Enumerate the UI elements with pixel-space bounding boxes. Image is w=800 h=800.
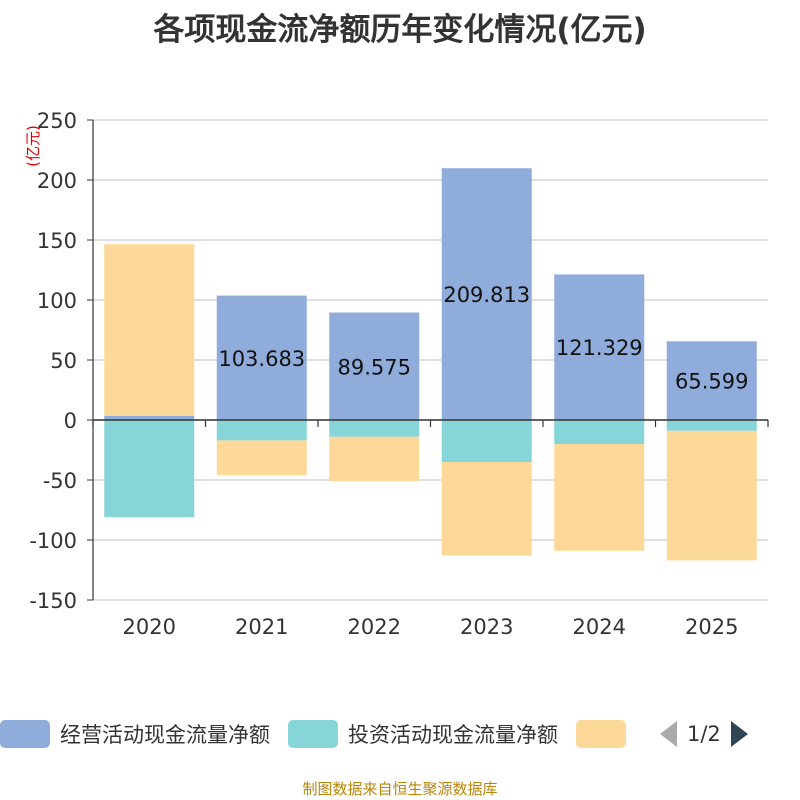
legend-page-indicator: 1/2 — [687, 722, 721, 746]
legend-label-operating: 经营活动现金流量净额 — [60, 723, 270, 747]
bar-investing — [666, 420, 757, 431]
bar-operating — [554, 274, 645, 420]
y-tick-label: -100 — [29, 529, 77, 553]
source-note: 制图数据来自恒生聚源数据库 — [302, 780, 498, 798]
bar-investing — [329, 420, 420, 437]
y-tick-label: 50 — [50, 349, 77, 373]
y-axis-unit-label: (亿元) — [24, 125, 42, 167]
data-label: 65.599 — [675, 370, 748, 394]
legend-item-operating[interactable]: 经营活动现金流量净额 — [0, 719, 270, 749]
data-label: 209.813 — [443, 283, 530, 307]
legend-item-investing[interactable]: 投资活动现金流量净额 — [288, 719, 558, 749]
legend: 经营活动现金流量净额 投资活动现金流量净额 1/2 — [0, 716, 748, 752]
x-tick-label: 2023 — [460, 615, 513, 639]
x-tick-label: 2025 — [685, 615, 738, 639]
bar-financing — [441, 462, 532, 556]
legend-item-financing[interactable] — [576, 720, 636, 748]
previous-page-arrow-icon[interactable] — [660, 721, 677, 747]
x-tick-label: 2024 — [573, 615, 626, 639]
bar-investing — [104, 420, 195, 518]
y-tick-label: 0 — [64, 409, 77, 433]
legend-swatch-financing — [576, 720, 626, 748]
bar-operating — [441, 168, 532, 420]
bar-operating — [104, 415, 195, 420]
y-tick-label: 150 — [37, 229, 77, 253]
legend-pager: 1/2 — [654, 721, 748, 747]
y-tick-label: -50 — [43, 469, 77, 493]
bar-investing — [216, 420, 307, 441]
bar-operating — [666, 341, 757, 420]
bar-operating — [329, 312, 420, 420]
next-page-arrow-icon[interactable] — [730, 721, 748, 747]
chart-title: 各项现金流净额历年变化情况(亿元) — [153, 12, 647, 48]
bar-investing — [554, 420, 645, 444]
bar-financing — [104, 244, 195, 416]
bar-financing — [329, 436, 420, 482]
legend-swatch-investing — [288, 720, 338, 748]
data-label: 103.683 — [218, 347, 305, 371]
bar-financing — [666, 430, 757, 561]
legend-label-investing: 投资活动现金流量净额 — [348, 723, 558, 747]
x-tick-label: 2021 — [235, 615, 288, 639]
data-label: 89.575 — [338, 355, 411, 379]
x-tick-label: 2020 — [123, 615, 176, 639]
data-label: 121.329 — [556, 336, 643, 360]
bar-investing — [441, 420, 532, 462]
bar-financing — [554, 444, 645, 551]
y-tick-label: 200 — [37, 169, 77, 193]
bar-operating — [216, 295, 307, 420]
y-tick-label: 250 — [37, 109, 77, 133]
bar-financing — [216, 440, 307, 476]
x-tick-label: 2022 — [348, 615, 401, 639]
y-tick-label: 100 — [37, 289, 77, 313]
legend-swatch-operating — [0, 720, 50, 748]
y-tick-label: -150 — [29, 589, 77, 613]
